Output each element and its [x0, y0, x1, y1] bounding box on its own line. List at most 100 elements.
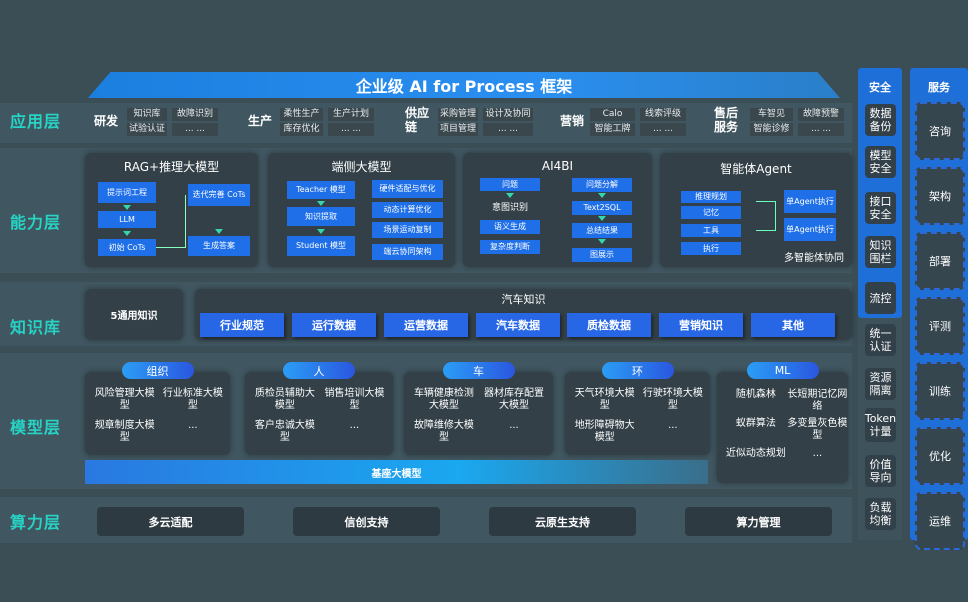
app-item[interactable]: Calo: [590, 108, 635, 121]
app-item[interactable]: ... ...: [640, 123, 686, 136]
ai4bi-panel: AI4BI 问题 意图识别 语义生成 复杂度判断 问题分解 Text2SQL 总…: [463, 153, 652, 267]
connector-line: [156, 195, 186, 248]
security-item[interactable]: 统一认证: [865, 324, 896, 356]
model-item: 行业标准大模型: [162, 388, 223, 411]
rag-panel: RAG+推理大模型 提示词工程 LLM 初始 CoTs 迭代完善 CoTs 生成…: [85, 153, 258, 267]
rag-title: RAG+推理大模型: [123, 160, 220, 174]
arrow-down-icon: [123, 205, 131, 210]
ai4bi-step: 问题: [480, 178, 540, 191]
arrow-down-icon: [317, 201, 325, 206]
model-item: 多变量灰色模型: [787, 418, 848, 441]
app-item[interactable]: 知识库: [127, 108, 167, 121]
service-item[interactable]: 运维: [915, 492, 965, 550]
knowledge-item[interactable]: 质检数据: [567, 313, 651, 337]
app-group-label: 营销: [560, 114, 585, 128]
app-item[interactable]: 柔性生产: [280, 108, 323, 121]
security-item[interactable]: 知识围栏: [865, 236, 896, 268]
app-item[interactable]: 故障预警: [798, 108, 844, 121]
service-item[interactable]: 咨询: [915, 102, 965, 160]
app-item[interactable]: ... ...: [483, 123, 533, 136]
page-title: 企业级 AI for Process 框架: [88, 72, 840, 98]
knowledge-item[interactable]: 行业规范: [200, 313, 284, 337]
rag-step: 迭代完善 CoTs: [188, 184, 250, 206]
layer-label-capability: 能力层: [10, 213, 62, 232]
agent-executor: 单Agent执行: [784, 190, 836, 213]
app-item[interactable]: 智能诊修: [750, 123, 793, 136]
app-group-label: 供应链: [405, 106, 430, 134]
model-group-panel: [565, 372, 710, 455]
model-item: ...: [509, 420, 519, 431]
agent-executor: 单Agent执行: [784, 218, 836, 241]
model-group-panel: [404, 372, 553, 455]
security-item[interactable]: 价值导向: [865, 455, 896, 487]
model-item: 车辆健康检测大模型: [413, 388, 474, 411]
compute-item: 多云适配: [97, 507, 244, 536]
auto-knowledge-title: 汽车知识: [501, 293, 546, 306]
service-item[interactable]: 部署: [915, 232, 965, 290]
model-group-header: 组织: [121, 362, 194, 379]
service-item[interactable]: 优化: [915, 427, 965, 485]
app-item[interactable]: 线索评级: [640, 108, 686, 121]
agent-module: 记忆: [681, 206, 741, 219]
knowledge-item[interactable]: 汽车数据: [476, 313, 560, 337]
service-item[interactable]: 评测: [915, 297, 965, 355]
app-item[interactable]: 采购管理: [438, 108, 478, 121]
ai4bi-step: Text2SQL: [572, 201, 632, 215]
app-item[interactable]: 库存优化: [280, 123, 323, 136]
edge-flow-step: 知识提取: [287, 207, 355, 226]
app-item[interactable]: ... ...: [328, 123, 374, 136]
knowledge-item[interactable]: 其他: [751, 313, 835, 337]
model-item: ...: [812, 448, 823, 459]
app-item[interactable]: 项目管理: [438, 123, 478, 136]
model-item: ...: [188, 420, 198, 431]
agent-title: 智能体Agent: [720, 162, 792, 176]
edge-feature: 硬件适配与优化: [372, 180, 443, 198]
arrow-down-icon: [598, 193, 606, 198]
layer-label-knowledge: 知识库: [10, 318, 62, 337]
app-item[interactable]: 设计及协同: [483, 108, 533, 121]
model-item: 近似动态规划: [725, 448, 786, 459]
ai4bi-title: AI4BI: [541, 159, 574, 173]
model-item: 规章制度大模型: [94, 420, 155, 443]
model-item: 销售培训大模型: [324, 388, 385, 411]
security-item[interactable]: 数据备份: [865, 104, 896, 136]
security-item[interactable]: Token计量: [865, 408, 896, 442]
rag-step: LLM: [98, 211, 156, 228]
model-item: ...: [668, 420, 678, 431]
model-item: 长短期记忆网络: [787, 389, 848, 412]
app-item[interactable]: 试验认证: [127, 123, 167, 136]
model-item: 行驶环境大模型: [642, 388, 703, 411]
arrow-down-icon: [506, 193, 514, 198]
general-knowledge: 5通用知识: [85, 289, 183, 340]
security-item[interactable]: 流控: [865, 282, 896, 314]
compute-item: 信创支持: [293, 507, 440, 536]
model-item: 地形障碍物大模型: [574, 420, 635, 443]
app-item[interactable]: ... ...: [798, 123, 844, 136]
security-item[interactable]: 模型安全: [865, 146, 896, 178]
arrow-down-icon: [598, 239, 606, 244]
edge-feature: 动态计算优化: [372, 202, 443, 218]
model-item: 器材库存配置大模型: [483, 388, 544, 411]
app-group-label: 研发: [94, 114, 119, 128]
model-group-panel: [245, 372, 393, 455]
ai4bi-step: 问题分解: [572, 178, 632, 192]
services-title: 服务: [928, 81, 950, 94]
ai4bi-step: 意图识别: [491, 203, 528, 213]
security-item[interactable]: 接口安全: [865, 192, 896, 224]
agent-module: 工具: [681, 224, 741, 237]
knowledge-item[interactable]: 营销知识: [659, 313, 743, 337]
security-item[interactable]: 资源隔离: [865, 368, 896, 400]
connector-line: [756, 201, 776, 231]
app-item[interactable]: ... ...: [172, 123, 218, 136]
service-item[interactable]: 架构: [915, 167, 965, 225]
app-item[interactable]: 车智见: [750, 108, 793, 121]
security-item[interactable]: 负载均衡: [865, 498, 896, 530]
model-group-header: ML: [746, 362, 819, 379]
knowledge-item[interactable]: 运行数据: [292, 313, 376, 337]
knowledge-item[interactable]: 运营数据: [384, 313, 468, 337]
service-item[interactable]: 训练: [915, 362, 965, 420]
app-item[interactable]: 智能工牌: [590, 123, 635, 136]
app-item[interactable]: 生产计划: [328, 108, 374, 121]
model-item: 故障维修大模型: [413, 420, 474, 443]
app-item[interactable]: 故障识别: [172, 108, 218, 121]
